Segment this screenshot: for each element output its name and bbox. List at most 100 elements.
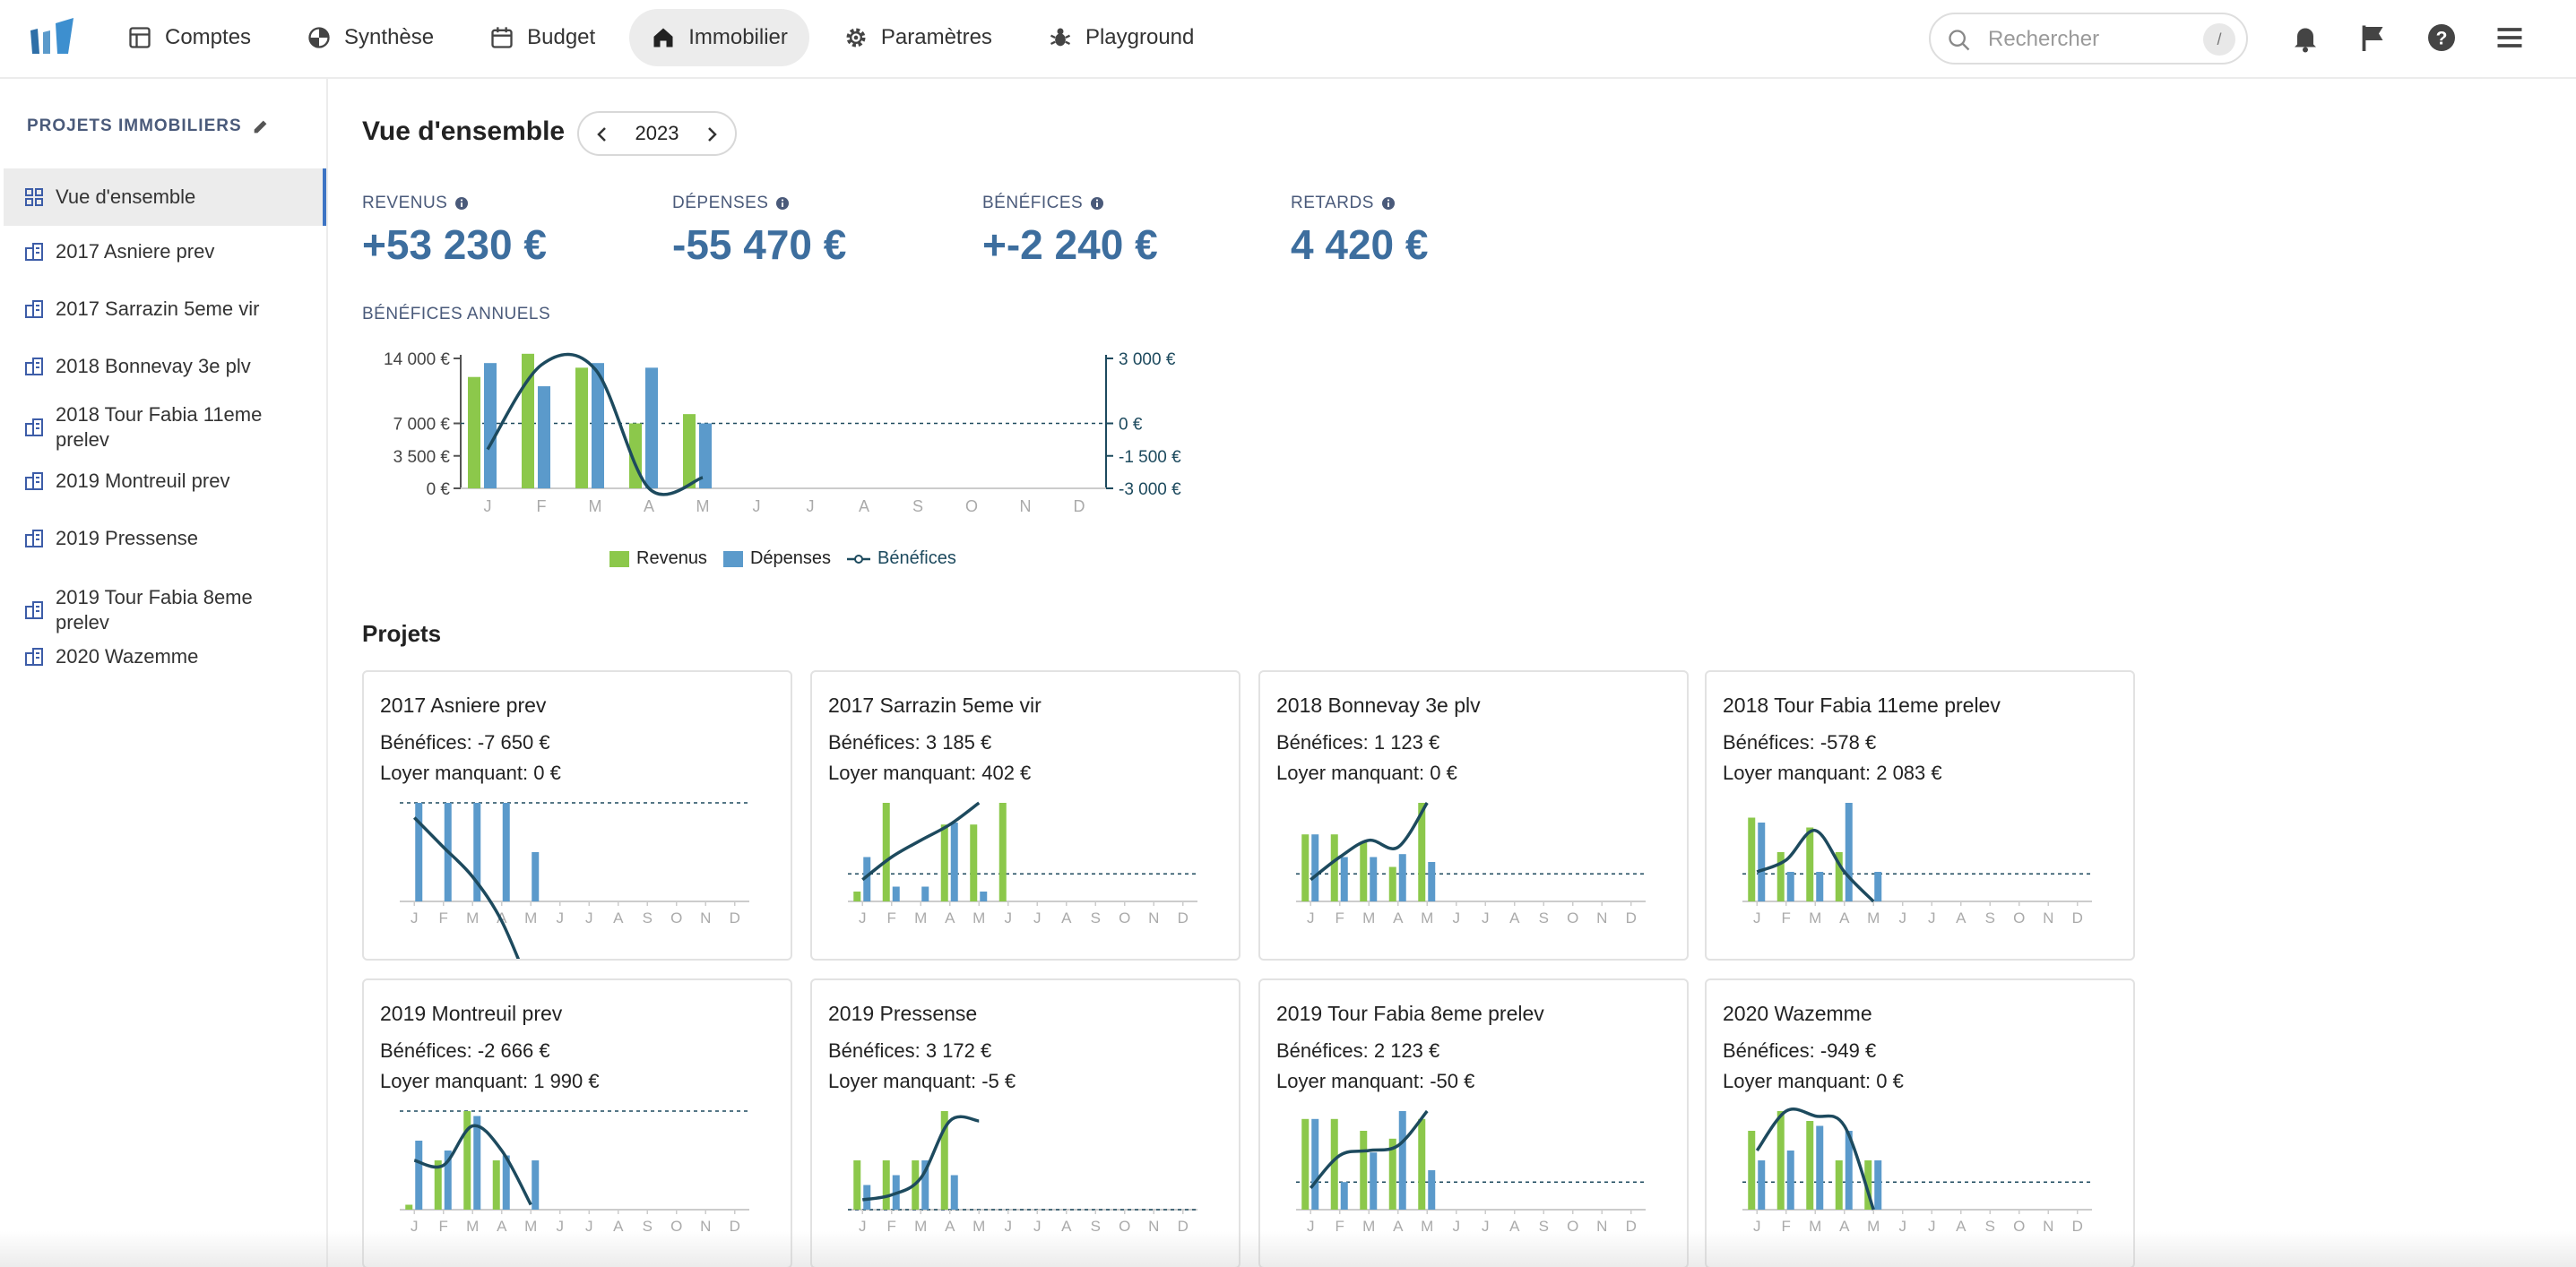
mini-revenue-bar[interactable] <box>1864 1160 1872 1210</box>
mini-revenue-bar[interactable] <box>1806 1121 1814 1210</box>
expense-bar[interactable] <box>699 423 712 489</box>
mini-revenue-bar[interactable] <box>882 1160 890 1210</box>
mini-expense-bar[interactable] <box>1758 823 1766 901</box>
help-icon[interactable]: ? <box>2425 22 2458 54</box>
mini-profit-line[interactable] <box>1309 1109 1429 1189</box>
mini-revenue-bar[interactable] <box>1748 1131 1756 1210</box>
bell-icon[interactable] <box>2289 22 2321 54</box>
mini-expense-bar[interactable] <box>473 1116 481 1211</box>
mini-revenue-bar[interactable] <box>1418 1118 1426 1210</box>
nav-budget[interactable]: Budget <box>468 9 617 66</box>
nav-playground[interactable]: Playground <box>1026 9 1215 66</box>
expense-bar[interactable] <box>592 363 604 488</box>
mini-expense-bar[interactable] <box>950 1175 958 1211</box>
mini-expense-bar[interactable] <box>1370 1152 1378 1210</box>
mini-expense-bar[interactable] <box>415 1141 423 1210</box>
mini-revenue-bar[interactable] <box>882 803 890 901</box>
mini-revenue-bar[interactable] <box>853 1160 861 1210</box>
flag-icon[interactable] <box>2357 22 2390 54</box>
menu-icon[interactable] <box>2494 22 2526 54</box>
expense-bar[interactable] <box>538 386 550 488</box>
sidebar-item-project[interactable]: 2019 Pressense <box>4 514 326 563</box>
expense-bar[interactable] <box>645 367 658 488</box>
mini-revenue-bar[interactable] <box>970 824 978 901</box>
revenue-bar[interactable] <box>522 353 534 488</box>
expense-bar[interactable] <box>484 363 497 488</box>
mini-expense-bar[interactable] <box>1398 1111 1406 1210</box>
info-icon[interactable] <box>775 196 790 211</box>
mini-expense-bar[interactable] <box>502 1155 510 1211</box>
mini-revenue-bar[interactable] <box>1360 1131 1368 1210</box>
mini-profit-line[interactable] <box>1310 802 1429 882</box>
info-icon[interactable] <box>1090 196 1104 211</box>
mini-revenue-bar[interactable] <box>940 1111 948 1210</box>
info-icon[interactable] <box>454 196 469 211</box>
sidebar-item-overview[interactable]: Vue d'ensemble <box>4 168 326 226</box>
chevron-left-icon[interactable] <box>592 124 613 145</box>
mini-expense-bar[interactable] <box>444 1151 452 1210</box>
mini-revenue-bar[interactable] <box>998 803 1007 901</box>
mini-revenue-bar[interactable] <box>1388 1138 1396 1210</box>
project-card[interactable]: 2019 Montreuil prev Bénéfices: -2 666 € Lo… <box>362 978 792 1267</box>
mini-expense-bar[interactable] <box>863 1185 871 1211</box>
mini-revenue-bar[interactable] <box>1835 852 1843 901</box>
project-card[interactable]: 2019 Pressense Bénéfices: 3 172 € Loyer ma… <box>810 978 1240 1267</box>
mini-profit-line[interactable] <box>413 816 531 961</box>
mini-revenue-bar[interactable] <box>1835 1160 1843 1210</box>
project-card[interactable]: 2018 Bonnevay 3e plv Bénéfices: 1 123 € Lo… <box>1258 670 1689 961</box>
mini-profit-line[interactable] <box>861 801 981 882</box>
mini-revenue-bar[interactable] <box>405 1204 413 1211</box>
nav-synthese[interactable]: Synthèse <box>285 9 455 66</box>
project-card[interactable]: 2017 Sarrazin 5eme vir Bénéfices: 3 185 €… <box>810 670 1240 961</box>
legend-benefices[interactable]: Bénéfices <box>847 548 956 569</box>
mini-revenue-bar[interactable] <box>1776 852 1785 901</box>
mini-profit-line[interactable] <box>413 1124 532 1206</box>
mini-expense-bar[interactable] <box>892 886 900 902</box>
revenue-bar[interactable] <box>575 367 588 488</box>
sidebar-item-project[interactable]: 2017 Asniere prev <box>4 228 326 276</box>
sidebar-item-project[interactable]: 2019 Montreuil prev <box>4 457 326 505</box>
mini-expense-bar[interactable] <box>1845 1131 1853 1210</box>
mini-expense-bar[interactable] <box>1816 872 1824 901</box>
mini-revenue-bar[interactable] <box>463 1111 471 1210</box>
nav-immobilier[interactable]: Immobilier <box>629 9 809 66</box>
mini-expense-bar[interactable] <box>1398 854 1406 901</box>
mini-expense-bar[interactable] <box>473 803 481 901</box>
mini-expense-bar[interactable] <box>1340 1182 1348 1210</box>
mini-expense-bar[interactable] <box>532 852 540 901</box>
mini-expense-bar[interactable] <box>1340 857 1348 902</box>
mini-expense-bar[interactable] <box>502 803 510 901</box>
sidebar-item-project[interactable]: 2018 Bonnevay 3e plv <box>4 342 326 391</box>
mini-revenue-bar[interactable] <box>1776 1111 1785 1210</box>
mini-revenue-bar[interactable] <box>1806 827 1814 902</box>
mini-expense-bar[interactable] <box>1786 1151 1794 1210</box>
mini-expense-bar[interactable] <box>532 1160 540 1210</box>
chevron-right-icon[interactable] <box>701 124 722 145</box>
profit-line[interactable] <box>486 352 704 496</box>
mini-profit-line[interactable] <box>1756 829 1875 903</box>
sidebar-item-project[interactable]: 2020 Wazemme <box>4 633 326 681</box>
sidebar-item-project[interactable]: 2017 Sarrazin 5eme vir <box>4 285 326 333</box>
mini-revenue-bar[interactable] <box>1388 866 1396 902</box>
legend-depenses[interactable]: Dépenses <box>722 548 831 569</box>
mini-expense-bar[interactable] <box>980 892 988 901</box>
mini-expense-bar[interactable] <box>950 823 958 901</box>
mini-expense-bar[interactable] <box>921 1160 929 1210</box>
mini-profit-line[interactable] <box>1755 1108 1875 1211</box>
mini-revenue-bar[interactable] <box>1330 834 1338 901</box>
search-input[interactable] <box>1988 22 2185 57</box>
mini-revenue-bar[interactable] <box>1748 817 1756 902</box>
mini-revenue-bar[interactable] <box>1301 834 1310 901</box>
project-card[interactable]: 2018 Tour Fabia 11eme prelev Bénéfices: -… <box>1705 670 2135 961</box>
project-card[interactable]: 2019 Tour Fabia 8eme prelev Bénéfices: 2 … <box>1258 978 1689 1267</box>
mini-expense-bar[interactable] <box>1428 1170 1436 1210</box>
mini-expense-bar[interactable] <box>1874 872 1882 901</box>
mini-expense-bar[interactable] <box>1758 1160 1766 1210</box>
mini-revenue-bar[interactable] <box>1301 1118 1310 1210</box>
mini-expense-bar[interactable] <box>415 803 423 901</box>
info-icon[interactable] <box>1381 196 1396 211</box>
project-card[interactable]: 2020 Wazemme Bénéfices: -949 € Loyer manqu… <box>1705 978 2135 1267</box>
mini-revenue-bar[interactable] <box>1360 842 1368 901</box>
mini-expense-bar[interactable] <box>1311 834 1319 901</box>
revenue-bar[interactable] <box>468 376 480 488</box>
